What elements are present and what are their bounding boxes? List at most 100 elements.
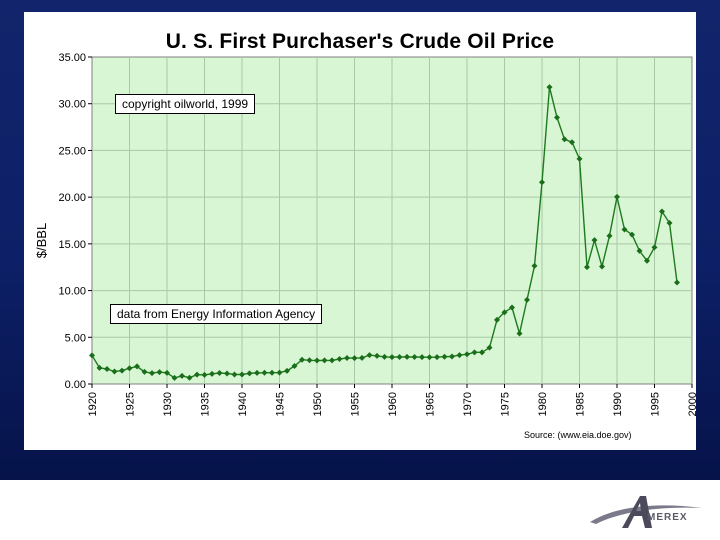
data-point bbox=[254, 369, 260, 376]
data-point bbox=[554, 114, 560, 121]
data-point bbox=[456, 352, 463, 359]
data-point bbox=[531, 262, 538, 269]
data-point bbox=[201, 371, 208, 378]
data-point bbox=[636, 247, 643, 254]
data-point bbox=[366, 352, 373, 359]
data-point bbox=[149, 370, 155, 377]
data-point bbox=[644, 257, 650, 264]
data-point bbox=[569, 139, 575, 146]
data-point bbox=[561, 136, 568, 143]
chart-title: U. S. First Purchaser's Crude Oil Price bbox=[165, 30, 555, 53]
data-point bbox=[156, 369, 163, 376]
data-point bbox=[584, 264, 590, 271]
data-point bbox=[194, 371, 200, 378]
data-point bbox=[186, 374, 193, 381]
x-tick-label: 1935 bbox=[200, 392, 212, 416]
data-point bbox=[246, 370, 253, 377]
data-point bbox=[216, 369, 223, 376]
x-tick-label: 1940 bbox=[237, 392, 249, 416]
data-point bbox=[674, 279, 680, 286]
data-point bbox=[494, 316, 500, 323]
source-note: Source: (www.eia.doe.gov) bbox=[524, 430, 632, 440]
data-point bbox=[606, 232, 613, 239]
x-tick-label: 2000 bbox=[687, 392, 696, 416]
data-point bbox=[321, 357, 328, 364]
data-point bbox=[441, 353, 448, 360]
data-point bbox=[501, 309, 508, 316]
data-point bbox=[209, 370, 215, 377]
data-point bbox=[284, 367, 290, 374]
data-point bbox=[426, 354, 433, 361]
data-point bbox=[119, 367, 125, 374]
data-point bbox=[261, 369, 268, 376]
data-point bbox=[576, 155, 583, 162]
data-point bbox=[164, 369, 170, 376]
x-tick-label: 1975 bbox=[500, 392, 512, 416]
y-tick-label: 5.00 bbox=[65, 332, 86, 344]
x-tick-label: 1960 bbox=[387, 392, 399, 416]
x-tick-label: 1930 bbox=[162, 392, 174, 416]
data-point bbox=[516, 330, 523, 337]
copyright-annotation: copyright oilworld, 1999 bbox=[115, 94, 256, 114]
x-tick-label: 1920 bbox=[87, 392, 99, 416]
data-point bbox=[299, 356, 305, 363]
data-point bbox=[224, 370, 230, 377]
data-point bbox=[134, 363, 140, 370]
data-point bbox=[359, 354, 365, 361]
data-point bbox=[471, 349, 478, 356]
data-point bbox=[651, 244, 658, 251]
y-tick-label: 35.00 bbox=[58, 52, 86, 64]
data-point bbox=[336, 355, 343, 362]
data-point bbox=[629, 231, 635, 238]
x-tick-label: 1980 bbox=[537, 392, 549, 416]
y-tick-label: 30.00 bbox=[58, 99, 86, 111]
data-point bbox=[104, 365, 110, 372]
data-point bbox=[621, 226, 628, 233]
data-point bbox=[591, 237, 598, 244]
data-point bbox=[419, 354, 425, 361]
data-point bbox=[276, 369, 283, 376]
y-tick-label: 25.00 bbox=[58, 145, 86, 157]
y-tick-label: 20.00 bbox=[58, 192, 86, 204]
data-point bbox=[329, 357, 335, 364]
data-point bbox=[171, 374, 178, 381]
data-point bbox=[239, 371, 245, 378]
data-point bbox=[179, 372, 185, 379]
data-point bbox=[404, 353, 410, 360]
data-point bbox=[291, 362, 298, 369]
data-point bbox=[96, 364, 103, 371]
crude-oil-price-chart: 0.00 5.00 10.00 15.00 20.00 25.00 30.00 35.00 19… bbox=[34, 52, 696, 416]
y-axis-label: $/BBL bbox=[34, 223, 49, 258]
data-point bbox=[449, 353, 455, 360]
logo-wordmark: MEREX bbox=[647, 512, 688, 523]
y-tick-label: 0.00 bbox=[65, 379, 86, 391]
data-point bbox=[599, 263, 605, 270]
data-point bbox=[434, 354, 440, 361]
data-point bbox=[479, 349, 485, 356]
data-point bbox=[314, 357, 320, 364]
x-tick-label: 1955 bbox=[350, 392, 362, 416]
x-tick-label: 1985 bbox=[575, 392, 587, 416]
data-point bbox=[411, 353, 418, 360]
data-point bbox=[659, 208, 665, 215]
x-tick-label: 1925 bbox=[125, 392, 137, 416]
x-tick-label: 1970 bbox=[462, 392, 474, 416]
x-tick-label: 1990 bbox=[612, 392, 624, 416]
y-tick-label: 10.00 bbox=[58, 286, 86, 298]
data-point bbox=[126, 365, 133, 372]
data-point bbox=[396, 353, 403, 360]
data-point bbox=[141, 368, 148, 375]
data-point bbox=[351, 355, 358, 362]
data-point bbox=[539, 179, 545, 186]
data-point bbox=[344, 355, 350, 362]
data-point bbox=[389, 354, 395, 361]
chart-panel: U. S. First Purchaser's Crude Oil Price … bbox=[24, 12, 696, 450]
data-point bbox=[546, 84, 553, 91]
data-point bbox=[666, 220, 673, 227]
data-source-annotation: data from Energy Information Agency bbox=[110, 304, 323, 324]
data-point bbox=[111, 368, 118, 375]
data-point bbox=[374, 352, 380, 359]
data-point bbox=[381, 353, 388, 360]
data-point bbox=[486, 344, 493, 351]
x-tick-label: 1965 bbox=[425, 392, 437, 416]
